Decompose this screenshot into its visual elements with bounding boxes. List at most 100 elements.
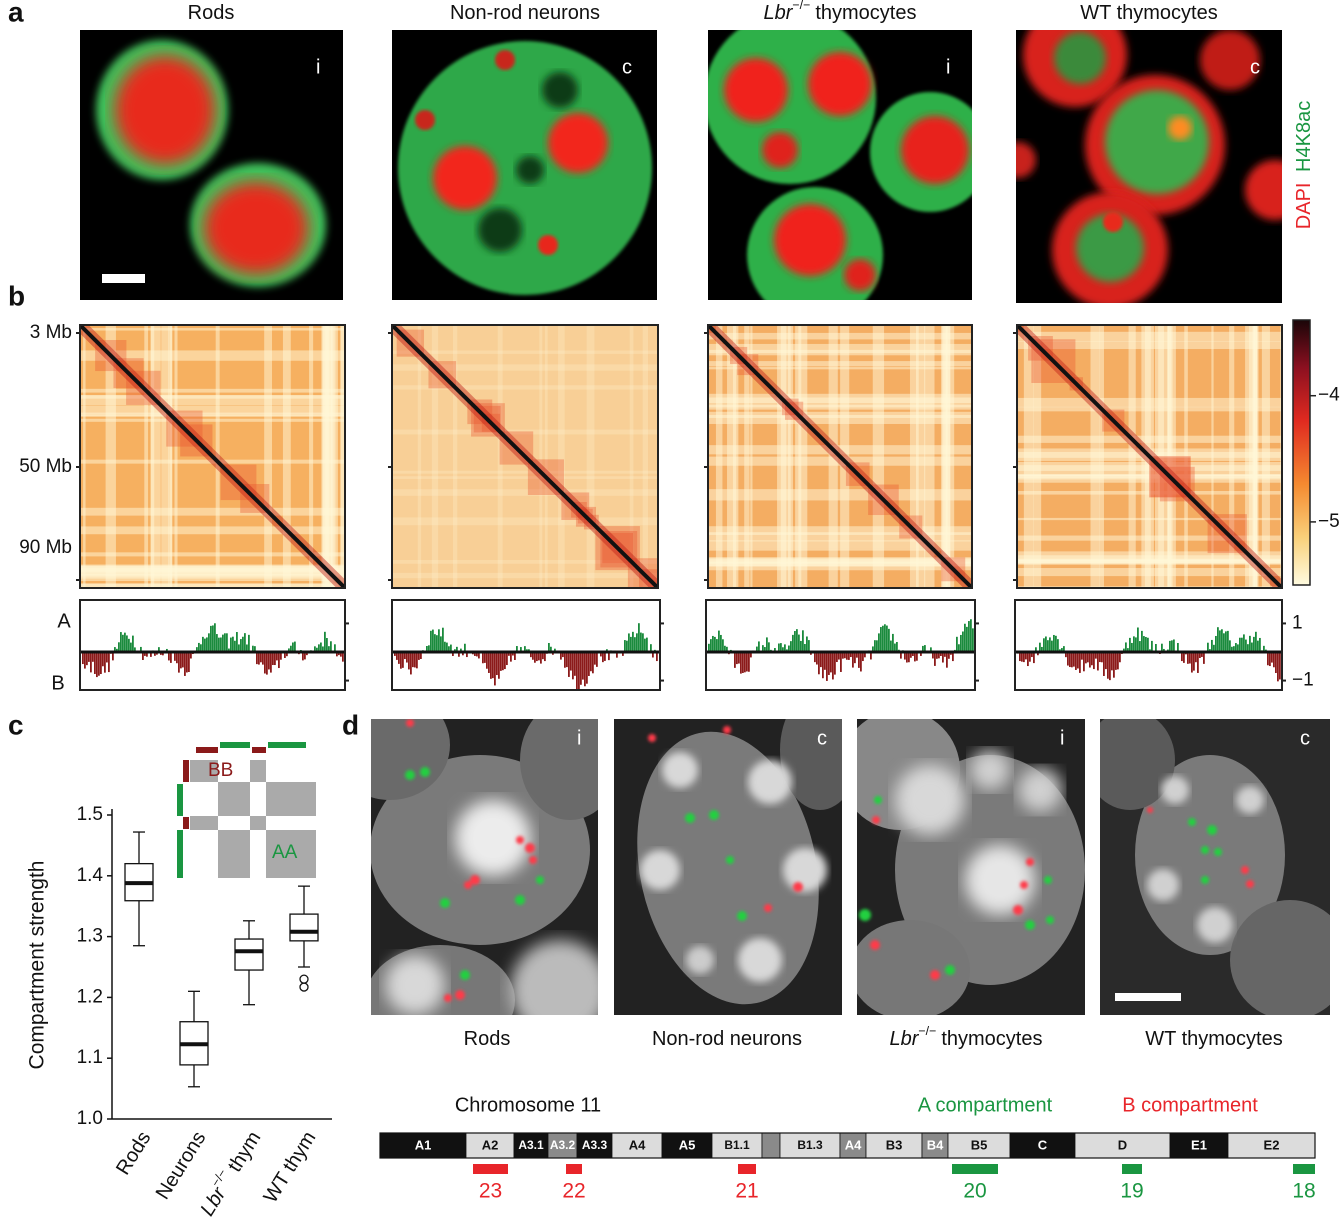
shape: [764, 904, 772, 912]
track-bar: [568, 652, 570, 677]
shape: [1200, 30, 1260, 90]
track-bar: [580, 652, 582, 685]
track-bar: [252, 645, 254, 652]
track-bar: [1225, 631, 1227, 652]
track-bar: [1075, 652, 1077, 670]
map-stripe: [708, 540, 972, 549]
track-bar: [1021, 652, 1023, 662]
shape: [516, 156, 544, 184]
micrograph: [614, 719, 842, 1015]
shape: [901, 116, 969, 184]
track-bar: [530, 652, 532, 658]
track-bar: [488, 652, 490, 673]
track-bar: [896, 641, 898, 652]
track-bar: [456, 646, 458, 652]
track-bar: [536, 652, 538, 662]
shape: [1214, 848, 1222, 856]
track-bar: [1095, 652, 1097, 659]
track-bar: [1221, 629, 1223, 652]
shape: [177, 784, 183, 816]
map-stripe: [431, 325, 439, 588]
track-bar: [450, 644, 452, 652]
track-bar: [162, 652, 164, 656]
shape: [464, 881, 472, 889]
track-bar: [724, 645, 726, 652]
track-bar: [802, 630, 804, 652]
track-bar: [968, 621, 970, 652]
track-bar: [848, 652, 850, 660]
map-stripe: [80, 583, 345, 588]
track-bar: [132, 635, 134, 652]
track-bar: [742, 652, 744, 673]
track-frame: [79, 599, 346, 691]
track-bar: [1195, 652, 1197, 663]
track-bar: [1151, 640, 1153, 652]
shape: [542, 72, 578, 108]
track-bar: [1073, 652, 1075, 667]
band-label: C: [1038, 1137, 1048, 1152]
track-bar: [1177, 642, 1179, 652]
track-bar: [1183, 652, 1185, 663]
track-bar: [1215, 635, 1217, 652]
track-bar: [570, 652, 572, 671]
track-bar: [1019, 652, 1021, 662]
track-bar: [650, 644, 652, 652]
shape: [1020, 881, 1028, 889]
track-bar: [474, 652, 476, 656]
map-stripe: [750, 325, 753, 588]
box: [234, 938, 264, 971]
shape: [737, 911, 747, 921]
map-stripe: [708, 343, 972, 356]
track-bar: [460, 648, 462, 652]
track-bar: [140, 646, 142, 652]
shape: [726, 856, 734, 864]
track-bar: [1097, 652, 1099, 671]
track-bar: [406, 652, 408, 663]
track-bar: [942, 652, 944, 663]
track-bar: [818, 652, 820, 675]
chromosome-band: [1074, 1132, 1171, 1159]
track-bar: [1139, 641, 1141, 652]
track-bar: [832, 652, 834, 680]
shape: [1246, 880, 1254, 888]
shape: [738, 938, 782, 982]
track-bar: [1069, 652, 1071, 668]
track-bar: [820, 652, 822, 668]
track-bar: [640, 632, 642, 652]
track-bar: [938, 652, 940, 659]
map-stripe: [788, 325, 793, 588]
track-bar: [490, 652, 492, 679]
band-label: A5: [679, 1137, 696, 1152]
shape: [709, 810, 719, 820]
map-stripe: [708, 367, 972, 370]
colorbar-tick-label: −5: [1318, 511, 1340, 532]
band-label: E1: [1191, 1137, 1207, 1152]
track-bar: [84, 652, 86, 669]
track-bar: [236, 632, 238, 652]
track-bar: [482, 652, 484, 664]
band-label: D: [1118, 1137, 1127, 1152]
y-tick-label: 1.3: [77, 926, 103, 947]
track-bar: [1237, 644, 1239, 652]
label-part: Rods: [112, 1128, 155, 1179]
track-bar: [718, 630, 720, 652]
band-label: A3.1: [518, 1138, 544, 1152]
track-bar: [516, 646, 518, 652]
track-bar: [1267, 652, 1269, 666]
track-bar: [1201, 652, 1203, 657]
label-part: WT thym: [260, 1128, 321, 1207]
map-stripe: [708, 332, 972, 340]
track-bar: [638, 623, 640, 652]
band-label: A1: [415, 1137, 432, 1152]
shape: [405, 719, 544, 1002]
map-stripe: [392, 572, 658, 579]
map-diagonal: [80, 325, 345, 588]
track-bar: [292, 642, 294, 652]
shape: [1147, 807, 1254, 888]
track-bar: [246, 644, 248, 652]
track-bar: [960, 634, 962, 652]
shape: [444, 994, 452, 1002]
track-bar: [452, 652, 454, 657]
track-bar: [1161, 643, 1163, 652]
track-bar: [168, 652, 170, 661]
